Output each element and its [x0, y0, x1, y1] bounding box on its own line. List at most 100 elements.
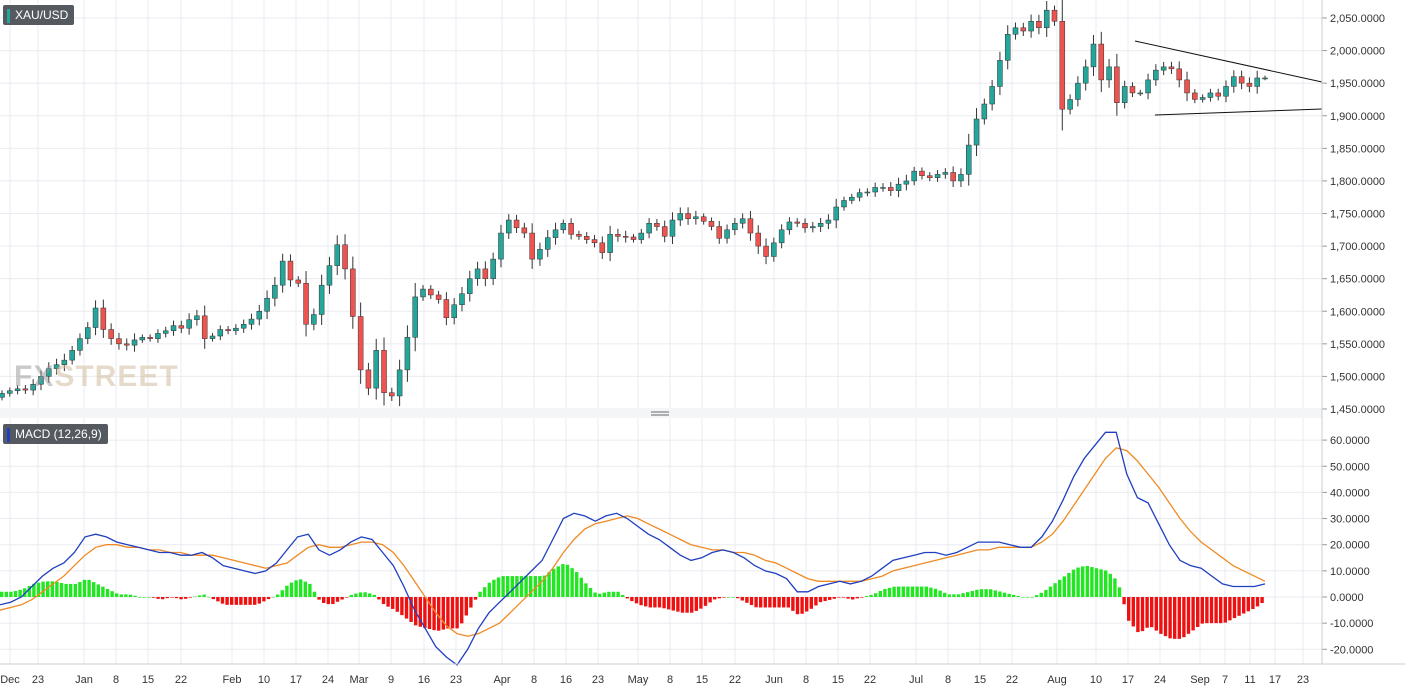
candle-body — [147, 337, 153, 339]
candle-body — [872, 187, 878, 193]
candle-body — [700, 216, 707, 222]
histogram-bar — [1044, 589, 1048, 597]
histogram-bar — [1168, 597, 1172, 639]
candle-body — [841, 200, 847, 208]
histogram-bar — [128, 594, 133, 597]
x-tick-label: 16 — [560, 674, 572, 686]
y-tick-label: 50.0000 — [1330, 461, 1370, 473]
histogram-bar — [818, 597, 823, 603]
candle-body — [529, 232, 535, 260]
candle-body — [412, 296, 418, 338]
histogram-bar — [492, 579, 496, 597]
upper-trendline[interactable] — [1134, 40, 1323, 83]
histogram-bar — [50, 581, 54, 597]
candle-body — [326, 265, 333, 286]
candle-body — [1075, 82, 1081, 100]
histogram-bar — [579, 577, 583, 597]
candle-body — [747, 218, 754, 234]
candle-body — [1114, 66, 1120, 103]
histogram-bar — [400, 597, 404, 616]
candle-body — [802, 223, 808, 229]
x-tick-label: Feb — [223, 674, 242, 686]
histogram-bar — [897, 586, 901, 597]
candle-body — [997, 60, 1003, 87]
histogram-bar — [565, 564, 570, 597]
y-tick-label: -20.0000 — [1330, 644, 1373, 656]
candle-body — [1129, 86, 1136, 94]
histogram-bar — [174, 597, 179, 599]
symbol-label[interactable]: XAU/USD — [3, 5, 75, 25]
candle-body — [318, 284, 325, 315]
candle-body — [225, 329, 231, 332]
candle-body — [498, 232, 504, 260]
histogram-bar — [23, 588, 27, 597]
histogram-bar — [924, 586, 928, 597]
candle-body — [443, 299, 450, 319]
candle-body — [786, 221, 793, 231]
lower-trendline[interactable] — [1154, 108, 1323, 116]
histogram-bar — [381, 597, 386, 604]
histogram-bar — [59, 582, 64, 597]
candle-body — [506, 219, 512, 234]
histogram-bar — [786, 597, 790, 608]
x-tick-label: 9 — [388, 674, 394, 686]
histogram-bar — [556, 566, 560, 597]
histogram-bar — [851, 597, 855, 600]
histogram-bar — [740, 597, 744, 601]
candle-body — [1121, 86, 1128, 103]
candle-body — [1082, 66, 1089, 84]
histogram-bar — [1237, 597, 1241, 616]
histogram-bar — [929, 587, 933, 597]
histogram-bar — [46, 581, 50, 597]
histogram-bar — [220, 597, 225, 604]
histogram-bar — [1099, 569, 1103, 597]
histogram-bar — [639, 597, 643, 606]
histogram-bar — [32, 583, 36, 597]
histogram-bar — [602, 592, 606, 597]
candle-body — [264, 297, 270, 312]
y-tick-label: 1,750.0000 — [1330, 209, 1385, 221]
histogram-bar — [1150, 597, 1154, 628]
candle-body — [1043, 9, 1050, 29]
histogram-bar — [469, 597, 473, 608]
candle-body — [1168, 66, 1175, 70]
candle-body — [467, 278, 473, 294]
histogram-bar — [506, 576, 510, 597]
candle-body — [334, 244, 340, 266]
candle-body — [116, 338, 122, 345]
histogram-bar — [1039, 592, 1043, 597]
x-tick-label: 10 — [1090, 674, 1102, 686]
pane-resize-handle[interactable] — [651, 411, 669, 416]
x-tick-label: Aug — [1047, 674, 1067, 686]
histogram-bar — [1035, 595, 1039, 597]
histogram-bar — [1076, 567, 1080, 597]
candle-body — [833, 206, 839, 221]
histogram-bar — [423, 597, 427, 628]
histogram-bar — [892, 586, 896, 597]
candle-body — [568, 223, 574, 235]
candle-body — [646, 223, 652, 234]
candle-body — [880, 187, 886, 189]
histogram-bar — [124, 594, 128, 597]
x-tick-label: Dec — [0, 674, 20, 686]
macd-lines — [0, 431, 1266, 666]
candle-body — [685, 213, 691, 219]
histogram-bar — [105, 588, 110, 597]
candle-body — [513, 219, 520, 229]
candle-body — [934, 174, 941, 178]
histogram-bar — [588, 587, 593, 597]
y-tick-label: 30.0000 — [1330, 514, 1370, 526]
histogram-bar — [625, 597, 629, 599]
histogram-bar — [768, 597, 772, 608]
histogram-bar — [326, 597, 330, 605]
candle-body — [622, 236, 629, 238]
pane-separator[interactable] — [0, 409, 1322, 418]
candle-body — [919, 170, 925, 176]
y-tick-label: 20.0000 — [1330, 540, 1370, 552]
candle-body — [778, 229, 785, 244]
macd-indicator-label[interactable]: MACD (12,26,9) — [3, 424, 108, 444]
histogram-bar — [1090, 567, 1094, 597]
histogram-bar — [1058, 579, 1062, 597]
histogram-bar — [956, 594, 961, 597]
candle-body — [1090, 43, 1097, 68]
